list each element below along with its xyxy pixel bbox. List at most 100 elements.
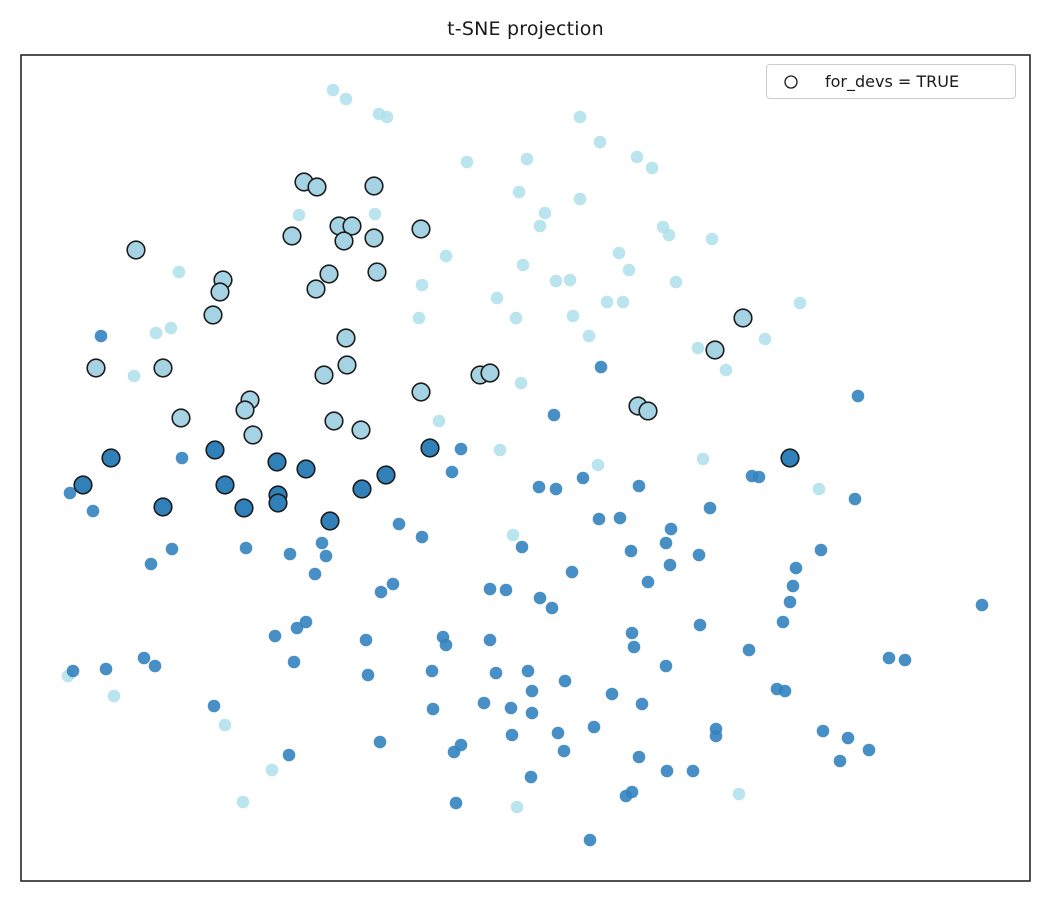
- scatter-point: [783, 595, 797, 609]
- scatter-point: [660, 764, 674, 778]
- scatter-point: [622, 263, 636, 277]
- scatter-point: [415, 278, 429, 292]
- scatter-point: [175, 451, 189, 465]
- scatter-point: [445, 465, 459, 479]
- scatter-point: [368, 207, 382, 221]
- scatter-point: [239, 541, 253, 555]
- scatter-point: [380, 110, 394, 124]
- scatter-point: [205, 440, 225, 460]
- scatter-point: [705, 232, 719, 246]
- scatter-point: [493, 443, 507, 457]
- scatter-point: [587, 720, 601, 734]
- scatter-point: [549, 274, 563, 288]
- scatter-point: [86, 504, 100, 518]
- scatter-point: [411, 219, 431, 239]
- scatter-point: [515, 540, 529, 554]
- scatter-point: [352, 479, 372, 499]
- scatter-point: [73, 475, 93, 495]
- scatter-point: [538, 206, 552, 220]
- scatter-point: [215, 475, 235, 495]
- scatter-point: [612, 246, 626, 260]
- scatter-point: [848, 492, 862, 506]
- scatter-point: [376, 465, 396, 485]
- scatter-point: [137, 651, 151, 665]
- scatter-point: [778, 684, 792, 698]
- scatter-point: [576, 471, 590, 485]
- scatter-point: [691, 341, 705, 355]
- scatter-point: [659, 536, 673, 550]
- scatter-point: [361, 668, 375, 682]
- legend-open-circle-icon: [784, 74, 798, 89]
- scatter-point: [532, 480, 546, 494]
- scatter-point: [593, 135, 607, 149]
- scatter-point: [324, 411, 344, 431]
- scatter-point: [742, 643, 756, 657]
- scatter-point: [547, 408, 561, 422]
- scatter-point: [374, 585, 388, 599]
- scatter-point: [524, 770, 538, 784]
- plot-frame: [20, 54, 1031, 882]
- scatter-point: [600, 295, 614, 309]
- scatter-point: [315, 536, 329, 550]
- scatter-point: [480, 363, 500, 383]
- scatter-point: [447, 745, 461, 759]
- scatter-point: [101, 448, 121, 468]
- scatter-point: [153, 358, 173, 378]
- scatter-point: [816, 724, 830, 738]
- scatter-point: [306, 279, 326, 299]
- scatter-point: [283, 547, 297, 561]
- scatter-point: [510, 800, 524, 814]
- scatter-point: [477, 696, 491, 710]
- scatter-point: [392, 517, 406, 531]
- scatter-point: [632, 750, 646, 764]
- scatter-point: [635, 697, 649, 711]
- scatter-point: [573, 110, 587, 124]
- scatter-point: [693, 618, 707, 632]
- scatter-point: [793, 296, 807, 310]
- scatter-point: [975, 598, 989, 612]
- scatter-point: [758, 332, 772, 346]
- scatter-point: [460, 155, 474, 169]
- scatter-points: [61, 83, 989, 847]
- scatter-point: [268, 629, 282, 643]
- scatter-point: [339, 92, 353, 106]
- scatter-point: [326, 83, 340, 97]
- scatter-point: [709, 729, 723, 743]
- scatter-point: [669, 275, 683, 289]
- scatter-point: [563, 273, 577, 287]
- scatter-point: [267, 452, 287, 472]
- scatter-point: [525, 706, 539, 720]
- scatter-point: [625, 626, 639, 640]
- scatter-point: [565, 565, 579, 579]
- scatter-point: [86, 358, 106, 378]
- scatter-point: [287, 655, 301, 669]
- scatter-point: [591, 458, 605, 472]
- scatter-point: [126, 240, 146, 260]
- scatter-point: [207, 699, 221, 713]
- scatter-point: [268, 493, 288, 513]
- legend: for_devs = TRUE: [766, 64, 1016, 99]
- scatter-point: [662, 228, 676, 242]
- scatter-point: [364, 176, 384, 196]
- scatter-point: [605, 687, 619, 701]
- scatter-point: [351, 420, 371, 440]
- scatter-point: [148, 659, 162, 673]
- scatter-point: [490, 291, 504, 305]
- scatter-point: [234, 498, 254, 518]
- scatter-point: [319, 549, 333, 563]
- scatter-point: [630, 150, 644, 164]
- scatter-point: [454, 442, 468, 456]
- scatter-point: [308, 567, 322, 581]
- scatter-point: [812, 482, 826, 496]
- scatter-point: [582, 329, 596, 343]
- scatter-point: [551, 726, 565, 740]
- scatter-point: [210, 282, 230, 302]
- scatter-point: [533, 591, 547, 605]
- scatter-point: [426, 702, 440, 716]
- scatter-point: [265, 763, 279, 777]
- scatter-point: [203, 305, 223, 325]
- scatter-point: [314, 365, 334, 385]
- scatter-point: [149, 326, 163, 340]
- scatter-point: [94, 329, 108, 343]
